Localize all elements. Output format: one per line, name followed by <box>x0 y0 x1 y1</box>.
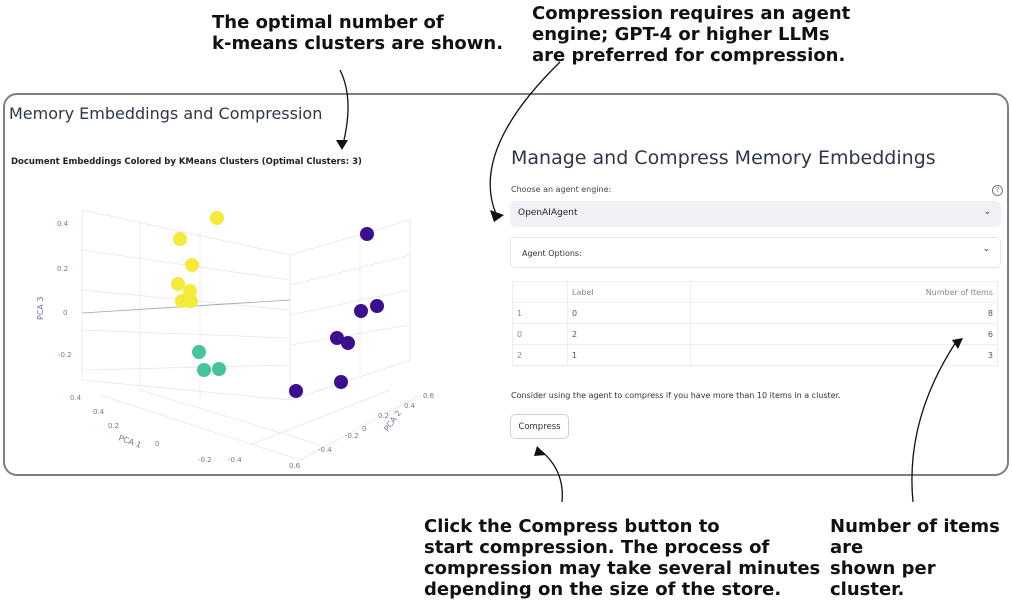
scatter-point <box>354 304 368 318</box>
scatter-point <box>289 384 303 398</box>
y-tick-label: 0.2 <box>378 412 389 420</box>
arrow-engine <box>489 61 561 215</box>
agent-options-label: Agent Options: <box>522 249 582 258</box>
z-tick-label: 0 <box>63 309 67 317</box>
scatter-point <box>370 299 384 313</box>
scatter-point <box>192 345 206 359</box>
cluster-table: Label Number of Items 1 0 8 0 2 6 2 1 3 <box>512 281 998 366</box>
table-row: 0 2 6 <box>512 323 998 345</box>
arrowhead-clusters <box>336 140 348 150</box>
y-tick-label: -0.4 <box>318 446 332 454</box>
callout-engine: Compression requires an agent engine; GP… <box>532 3 851 66</box>
z-tick-label: 0.4 <box>57 220 69 228</box>
scatter-point <box>184 294 198 308</box>
z-axis-title: PCA 3 <box>36 296 45 320</box>
table-row: 2 1 3 <box>512 344 998 366</box>
chevron-down-icon: ⌄ <box>982 244 990 254</box>
chart-grid <box>81 209 421 461</box>
compress-button[interactable]: Compress <box>510 414 569 439</box>
callout-compress: Click the Compress button to start compr… <box>424 516 821 600</box>
scatter-point <box>173 232 187 246</box>
scatter-point <box>341 336 355 350</box>
y-tick-label: 0.6 <box>423 392 435 400</box>
agent-options-expander[interactable]: Agent Options: ⌄ <box>510 237 1001 268</box>
z-tick-label: -0.2 <box>58 351 72 359</box>
x-tick-label: -0.4 <box>228 456 242 464</box>
x-tick-label: 0 <box>155 440 159 448</box>
chevron-down-icon: ⌄ <box>983 207 991 217</box>
x-tick-label: 0.2 <box>108 422 119 430</box>
y-tick-label: -0.2 <box>345 432 359 440</box>
table-cell-index: 2 <box>512 344 568 366</box>
manage-title: Manage and Compress Memory Embeddings <box>511 147 936 169</box>
arrow-clusters <box>339 69 349 149</box>
arrow-items <box>911 341 957 503</box>
x-tick-label: -0.2 <box>198 456 212 464</box>
x-tick-label: 0.6 <box>289 462 301 470</box>
agent-engine-select[interactable]: OpenAIAgent ⌄ <box>510 201 1001 227</box>
y-tick-label: 0 <box>362 425 366 433</box>
chart-ticks: 0.40.20-0.20.40.40.20-0.2 -0.40.60.60.40.… <box>36 220 435 470</box>
x-tick-label: 0.4 <box>93 408 105 416</box>
arrowhead-compress <box>534 446 546 456</box>
scatter-point <box>334 375 348 389</box>
panel-title: Memory Embeddings and Compression <box>9 104 323 123</box>
chart-title: Document Embeddings Colored by KMeans Cl… <box>11 157 362 167</box>
help-icon[interactable]: ? <box>992 185 1003 196</box>
scatter-point <box>171 277 185 291</box>
scatter-point <box>210 211 224 225</box>
callout-clusters: The optimal number of k-means clusters a… <box>212 12 504 54</box>
agent-engine-value: OpenAIAgent <box>518 208 578 218</box>
arrowhead-items <box>952 338 963 349</box>
arrow-compress <box>539 449 563 503</box>
arrowhead-engine <box>490 210 504 222</box>
scatter-point <box>185 258 199 272</box>
x-tick-label: 0.4 <box>70 394 82 402</box>
scatter-point <box>360 227 374 241</box>
callout-items: Number of items are shown per cluster. <box>830 516 1000 600</box>
scatter-point <box>197 363 211 377</box>
y-tick-label: 0.4 <box>404 402 416 410</box>
z-tick-label: 0.2 <box>57 265 68 273</box>
consider-text: Consider using the agent to compress if … <box>511 391 841 400</box>
table-cell-count: 3 <box>690 344 998 366</box>
engine-label: Choose an agent engine: <box>511 185 612 194</box>
chart-points <box>171 211 384 398</box>
scatter-point <box>330 331 344 345</box>
scatter-point <box>212 362 226 376</box>
